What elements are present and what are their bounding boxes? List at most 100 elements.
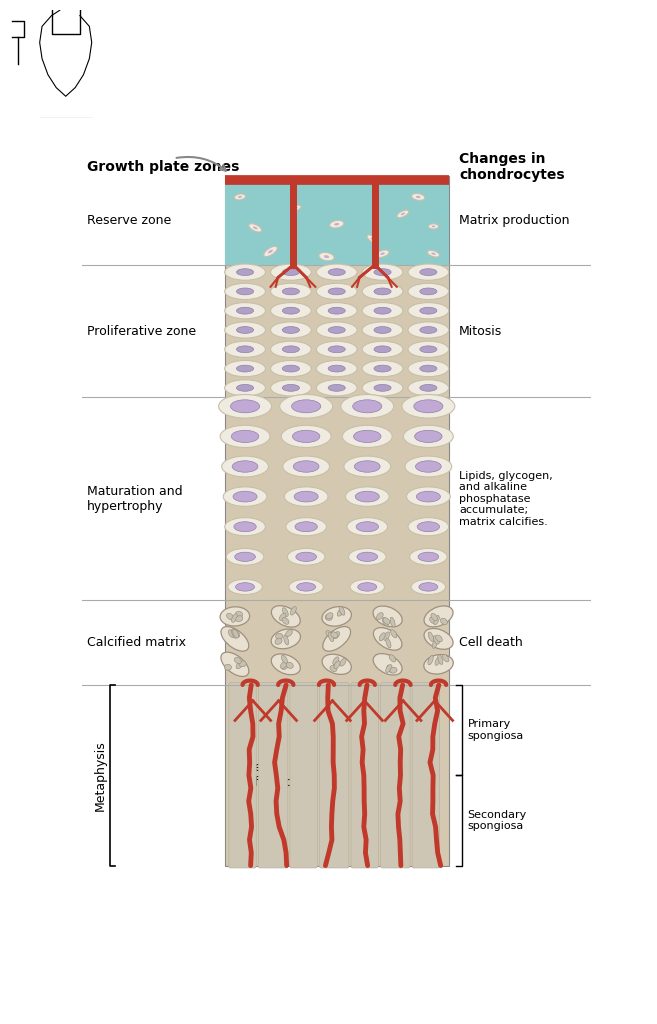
- Ellipse shape: [376, 250, 389, 257]
- Ellipse shape: [348, 549, 386, 565]
- Ellipse shape: [219, 394, 271, 418]
- Bar: [225, 176, 449, 865]
- Text: Calcified matrix: Calcified matrix: [87, 636, 186, 649]
- Text: Changes in
chondrocytes: Changes in chondrocytes: [459, 152, 564, 182]
- Ellipse shape: [284, 635, 288, 645]
- Ellipse shape: [344, 456, 391, 477]
- Ellipse shape: [280, 394, 332, 418]
- Ellipse shape: [236, 583, 254, 591]
- Ellipse shape: [283, 456, 330, 477]
- Ellipse shape: [374, 384, 391, 391]
- Ellipse shape: [295, 522, 317, 531]
- Ellipse shape: [408, 360, 449, 377]
- Ellipse shape: [324, 255, 329, 258]
- Ellipse shape: [373, 653, 402, 675]
- Ellipse shape: [328, 384, 346, 391]
- Ellipse shape: [282, 617, 289, 625]
- Ellipse shape: [293, 461, 319, 472]
- Ellipse shape: [387, 665, 394, 673]
- Ellipse shape: [358, 583, 376, 591]
- Ellipse shape: [353, 430, 381, 442]
- Ellipse shape: [283, 384, 300, 391]
- Ellipse shape: [323, 627, 351, 651]
- Ellipse shape: [328, 268, 346, 275]
- Ellipse shape: [331, 632, 338, 638]
- Ellipse shape: [350, 580, 384, 595]
- Text: Reserve zone: Reserve zone: [87, 214, 171, 227]
- Ellipse shape: [317, 341, 357, 357]
- Ellipse shape: [328, 366, 346, 372]
- Ellipse shape: [415, 461, 442, 472]
- Ellipse shape: [233, 630, 240, 637]
- Ellipse shape: [228, 630, 235, 638]
- Ellipse shape: [253, 226, 258, 229]
- Ellipse shape: [362, 264, 403, 281]
- Ellipse shape: [294, 492, 318, 502]
- Ellipse shape: [231, 430, 259, 442]
- Ellipse shape: [220, 607, 250, 626]
- Ellipse shape: [279, 613, 286, 621]
- Ellipse shape: [233, 630, 238, 638]
- Ellipse shape: [236, 615, 243, 622]
- FancyBboxPatch shape: [319, 683, 349, 868]
- Ellipse shape: [332, 656, 339, 665]
- Ellipse shape: [220, 425, 270, 447]
- Ellipse shape: [420, 268, 437, 275]
- Ellipse shape: [334, 223, 339, 225]
- Ellipse shape: [401, 213, 405, 215]
- Ellipse shape: [268, 250, 273, 253]
- Ellipse shape: [283, 268, 300, 275]
- Ellipse shape: [228, 580, 262, 595]
- Text: Matrix production: Matrix production: [459, 214, 570, 227]
- Ellipse shape: [317, 322, 357, 338]
- Ellipse shape: [282, 663, 288, 670]
- Ellipse shape: [436, 635, 442, 642]
- Ellipse shape: [275, 638, 282, 644]
- Ellipse shape: [428, 250, 440, 257]
- Ellipse shape: [432, 225, 435, 227]
- Ellipse shape: [330, 220, 344, 228]
- Ellipse shape: [322, 654, 351, 675]
- Ellipse shape: [225, 518, 265, 536]
- Text: Secondary
spongiosa: Secondary spongiosa: [468, 810, 527, 831]
- Ellipse shape: [328, 288, 346, 295]
- Ellipse shape: [231, 613, 237, 623]
- Ellipse shape: [289, 580, 323, 595]
- Ellipse shape: [283, 327, 300, 334]
- Ellipse shape: [432, 253, 436, 255]
- Ellipse shape: [389, 654, 396, 662]
- Ellipse shape: [408, 264, 449, 281]
- Ellipse shape: [237, 288, 254, 295]
- Ellipse shape: [271, 380, 311, 396]
- Ellipse shape: [226, 549, 264, 565]
- Ellipse shape: [431, 613, 438, 621]
- FancyBboxPatch shape: [380, 683, 410, 868]
- Ellipse shape: [408, 341, 449, 357]
- Ellipse shape: [234, 522, 256, 531]
- Ellipse shape: [317, 380, 357, 396]
- Ellipse shape: [443, 654, 449, 662]
- Ellipse shape: [362, 341, 403, 357]
- Ellipse shape: [271, 284, 311, 299]
- Ellipse shape: [417, 492, 440, 502]
- Ellipse shape: [281, 425, 331, 447]
- Ellipse shape: [292, 399, 321, 413]
- Ellipse shape: [284, 486, 328, 506]
- Ellipse shape: [408, 322, 449, 338]
- Ellipse shape: [235, 657, 241, 664]
- Text: Cell death: Cell death: [459, 636, 523, 649]
- Ellipse shape: [275, 633, 283, 639]
- Text: Growth plate zones: Growth plate zones: [87, 160, 240, 174]
- Ellipse shape: [225, 360, 265, 377]
- Ellipse shape: [283, 288, 300, 295]
- Ellipse shape: [237, 327, 254, 334]
- Ellipse shape: [420, 288, 437, 295]
- Ellipse shape: [340, 658, 346, 667]
- Ellipse shape: [384, 632, 390, 640]
- Ellipse shape: [283, 346, 300, 352]
- Ellipse shape: [415, 430, 442, 442]
- Ellipse shape: [428, 632, 434, 641]
- Ellipse shape: [407, 486, 450, 506]
- Ellipse shape: [239, 660, 246, 667]
- Ellipse shape: [317, 284, 357, 299]
